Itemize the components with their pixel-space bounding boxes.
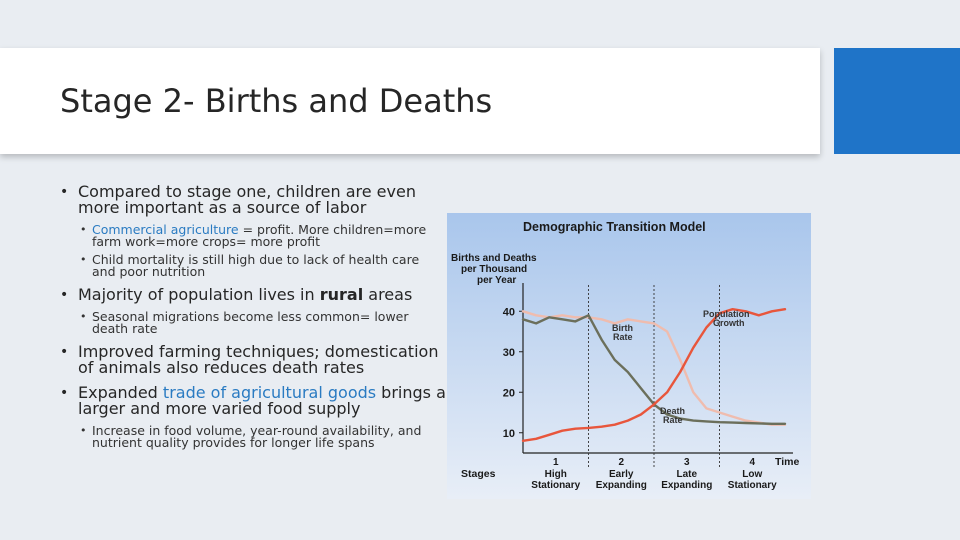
y-ticks: 10 20 30 40 (503, 306, 523, 440)
y-tick-label-40: 40 (503, 306, 515, 318)
bullet-1-sub-1: Commercial agriculture = profit. More ch… (56, 222, 446, 249)
y-axis-label: Births and Deaths per Thousand per Year (451, 253, 537, 286)
trade-link[interactable]: trade of agricultural goods (162, 383, 377, 402)
death-rate-label-2: Rate (663, 415, 683, 425)
stage-4-name-1: Low (742, 469, 762, 480)
bullet-2-bold: rural (319, 285, 364, 304)
bullet-2-sub-1: Seasonal migrations become less common= … (56, 310, 446, 335)
population-growth-label-1: Population (703, 309, 750, 319)
stage-labels: 1HighStationary2EarlyExpanding3LateExpan… (531, 457, 777, 491)
y-tick-label-30: 30 (503, 347, 515, 359)
death-rate-label-1: Death (660, 406, 685, 416)
stage-1-number: 1 (553, 457, 559, 468)
y-label-line-2: per Thousand (461, 264, 527, 275)
stage-2-number: 2 (618, 457, 624, 468)
commercial-agriculture-link[interactable]: Commercial agriculture (92, 222, 239, 237)
bullet-2-post: areas (363, 285, 413, 304)
y-label-line-1: Births and Deaths (451, 253, 537, 264)
birth-rate-label-1: Birth (612, 323, 633, 333)
bullet-1-sub-2: Child mortality is still high due to lac… (56, 253, 446, 278)
stage-3-name-1: Late (676, 469, 697, 480)
population-growth-line (521, 308, 787, 442)
stage-1-name-2: Stationary (531, 480, 580, 491)
chart-title: Demographic Transition Model (523, 220, 706, 234)
bullet-2-pre: Majority of population lives in (78, 285, 320, 304)
y-label-line-3: per Year (477, 275, 516, 286)
stage-2-name-2: Expanding (596, 480, 647, 491)
bullet-1-subs: Commercial agriculture = profit. More ch… (56, 222, 446, 278)
stage-4-name-2: Stationary (728, 480, 777, 491)
bullet-4-subs: Increase in food volume, year-round avai… (56, 424, 446, 449)
stages-heading: Stages (461, 468, 496, 480)
bullet-3: Improved farming techniques; domesticati… (56, 344, 446, 376)
chart-background (447, 213, 811, 499)
accent-block (834, 48, 960, 154)
y-tick-label-10: 10 (503, 428, 515, 440)
birth-rate-line (521, 310, 787, 426)
title-band (0, 48, 820, 154)
y-tick-label-20: 20 (503, 387, 515, 399)
bullet-1-sub-1-text: = profit. More children=more farm work=m… (92, 222, 427, 249)
birth-rate-label-2: Rate (613, 332, 633, 342)
time-axis-label: Time (775, 456, 799, 468)
bullet-4: Expanded trade of agricultural goods bri… (56, 385, 446, 417)
bullet-2: Majority of population lives in rural ar… (56, 285, 446, 304)
stage-3-number: 3 (684, 457, 690, 468)
bullet-1: Compared to stage one, children are even… (56, 184, 446, 216)
bullet-4-pre: Expanded (78, 383, 163, 402)
bullet-4-sub-1: Increase in food volume, year-round avai… (56, 424, 446, 449)
bullet-2-subs: Seasonal migrations become less common= … (56, 310, 446, 335)
annotations: Birth Rate Death Rate Population Growth (612, 309, 750, 425)
stage-3-name-2: Expanding (661, 480, 712, 491)
stage-2-name-1: Early (609, 469, 634, 480)
stage-1-name-1: High (545, 469, 567, 480)
dtm-chart: Demographic Transition Model Births and … (447, 213, 811, 499)
bullet-4-post: brings a larger and more varied food sup… (78, 383, 446, 418)
stage-4-number: 4 (749, 457, 755, 468)
bullet-list: Compared to stage one, children are even… (56, 184, 446, 449)
dtm-chart-svg: Demographic Transition Model Births and … (447, 213, 811, 499)
population-growth-label-2: Growth (713, 318, 745, 328)
slide-title: Stage 2- Births and Deaths (60, 82, 493, 120)
series-group (521, 308, 787, 442)
bullet-content: Compared to stage one, children are even… (56, 184, 446, 455)
